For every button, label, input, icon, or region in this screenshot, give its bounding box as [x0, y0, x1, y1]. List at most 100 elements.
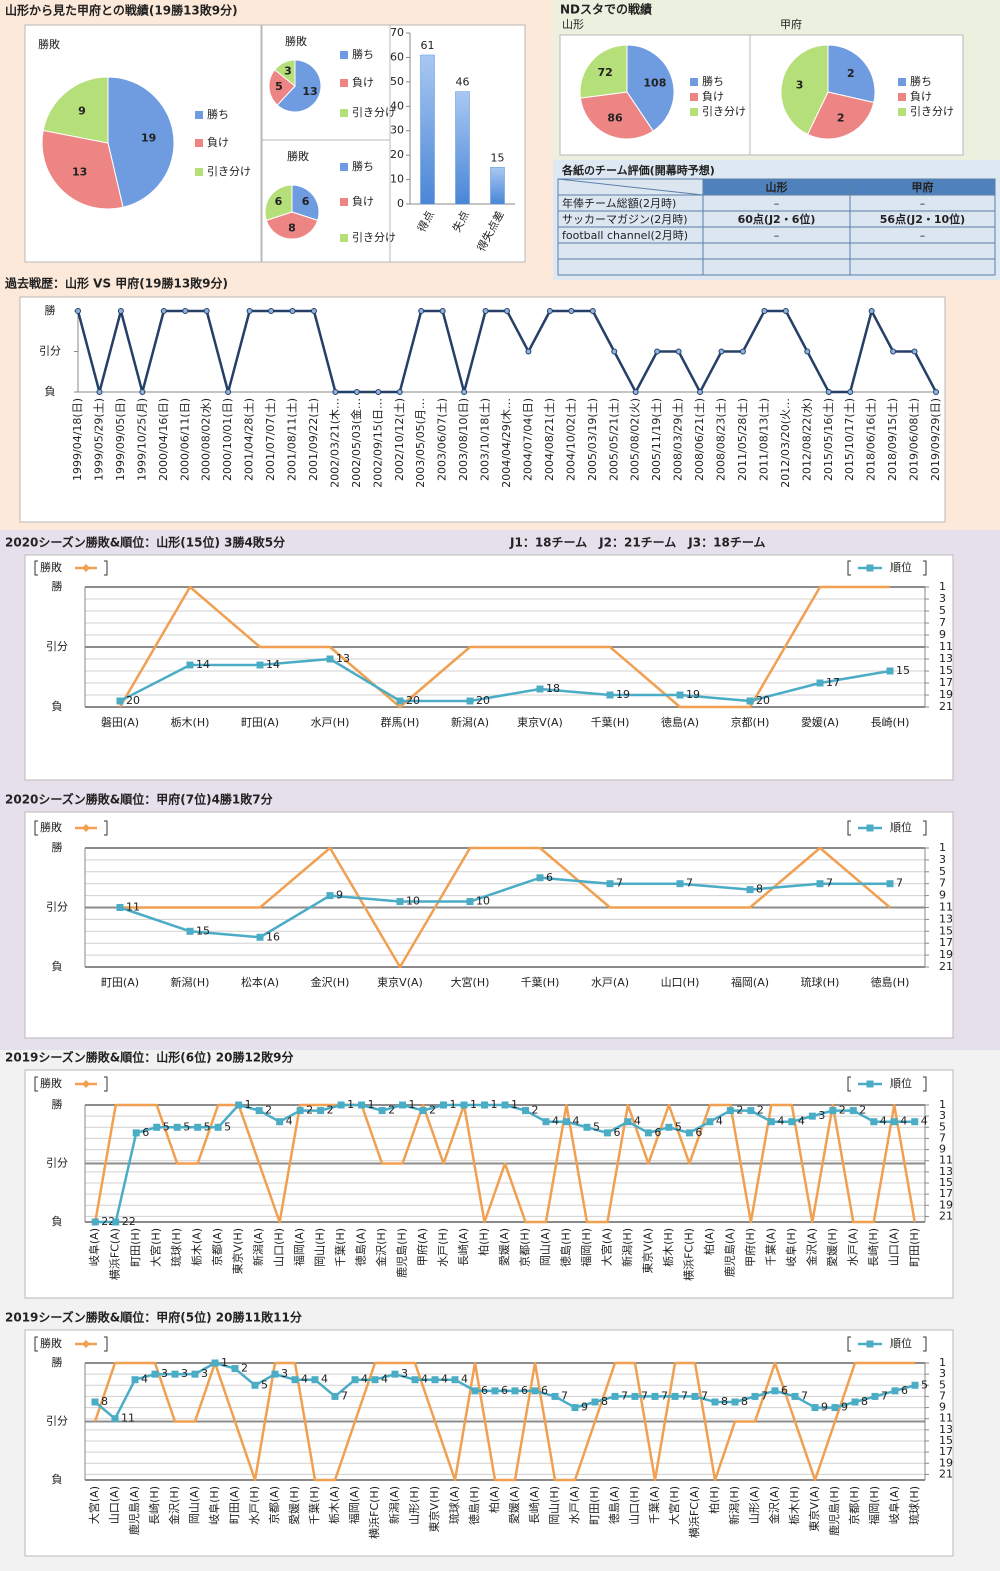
data-label: 72	[597, 66, 612, 79]
x-tick-label: 2019/06/08(土)	[908, 398, 921, 481]
point	[870, 1118, 878, 1126]
x-tick-label: 町田(A)	[241, 716, 279, 729]
x-tick-label: 2003/06/07(土)	[436, 398, 449, 481]
pie-slice	[42, 76, 109, 144]
point	[186, 927, 194, 935]
data-label: 4	[441, 1373, 448, 1386]
x-tick-label: 2000/04/16(日)	[157, 398, 170, 481]
x-tick-label: 2008/06/21(土)	[693, 398, 706, 481]
legend-bracket	[847, 1336, 851, 1352]
data-label: 2	[241, 1362, 248, 1375]
data-label: 4	[777, 1115, 784, 1128]
bar	[420, 54, 435, 205]
x-tick-label: 2012/08/22(水)	[800, 398, 813, 481]
x-tick-label: 栃木(A)	[327, 1486, 341, 1524]
point	[296, 1107, 304, 1115]
legend-label: 引き分け	[352, 230, 396, 244]
point	[256, 933, 264, 941]
chart-title: 2019シーズン勝敗&順位：甲府(5位) 20勝11敗11分	[5, 1310, 302, 1325]
data-label: 11	[126, 901, 140, 914]
legend-swatch	[866, 824, 874, 832]
point	[440, 1101, 448, 1109]
x-tick-label: 岡山(A)	[539, 1228, 552, 1266]
y2-tick-label: 1	[939, 1356, 946, 1369]
legend-swatch	[340, 51, 348, 59]
point	[739, 348, 746, 355]
bar	[455, 91, 470, 205]
x-tick-label: 金沢(H)	[167, 1486, 181, 1525]
point	[451, 1376, 459, 1384]
point	[310, 308, 317, 314]
x-tick-label: 東京V(A)	[377, 975, 423, 989]
point	[75, 308, 81, 314]
x-tick-label: 京都(H)	[517, 1228, 531, 1267]
x-tick-label: 京都(A)	[210, 1228, 224, 1266]
pie-slice	[827, 44, 876, 104]
bar	[490, 167, 505, 205]
data-label: 8	[601, 1395, 608, 1408]
point	[911, 348, 918, 355]
x-tick-label: 2004/08/21(土)	[543, 398, 556, 481]
data-label: 5	[163, 1120, 170, 1133]
point	[117, 308, 124, 314]
data-label: 4	[361, 1373, 368, 1386]
x-tick-label: 水戸(H)	[248, 1486, 261, 1525]
data-label: 6	[521, 1384, 528, 1397]
data-label: 3	[401, 1367, 408, 1380]
y2-tick-label: 9	[939, 628, 946, 641]
data-label: 22	[101, 1215, 115, 1228]
legend-bracket	[104, 1076, 108, 1092]
data-label: 7	[686, 877, 693, 890]
y-tick-label: 引分	[46, 639, 68, 653]
table-cell-text: –	[774, 197, 780, 210]
legend-label: 勝ち	[910, 74, 932, 88]
x-tick-label: 長崎(A)	[527, 1486, 541, 1524]
table-cell-text: –	[774, 229, 780, 242]
x-tick-label: 長崎(H)	[866, 1228, 880, 1267]
data-label: 20	[406, 694, 420, 707]
data-label: 8	[861, 1395, 868, 1408]
point	[589, 308, 596, 314]
data-label: 1	[368, 1098, 375, 1111]
data-label: 4	[572, 1115, 579, 1128]
y2-tick-label: 15	[939, 1434, 953, 1447]
data-label: 10	[406, 895, 420, 908]
y2-tick-label: 3	[939, 1367, 946, 1380]
y2-tick-label: 13	[939, 1423, 953, 1436]
data-label: 5	[261, 1378, 268, 1391]
point	[868, 308, 875, 314]
x-tick-label: 徳島(H)	[871, 975, 910, 989]
y-tick-label: 引分	[39, 344, 61, 358]
data-label: 5	[224, 1120, 231, 1133]
legend-bracket	[847, 1076, 851, 1092]
data-label: 86	[607, 112, 623, 125]
data-label: 8	[288, 222, 296, 235]
y2-tick-label: 1	[939, 841, 946, 854]
data-label: 18	[546, 682, 560, 695]
y2-tick-label: 1	[939, 1098, 946, 1111]
point	[654, 348, 661, 355]
point	[391, 1370, 399, 1378]
y2-tick-label: 13	[939, 912, 953, 925]
point	[466, 697, 474, 705]
x-tick-label: 2018/06/16(土)	[865, 398, 878, 481]
point	[751, 1392, 759, 1400]
x-tick-label: 甲府(A)	[415, 1228, 429, 1266]
data-label: 7	[826, 877, 833, 890]
x-tick-label: 2004/04/29(木…	[500, 398, 513, 488]
x-tick-label: 千葉(H)	[333, 1228, 347, 1267]
point	[139, 389, 146, 395]
x-tick-label: 長崎(A)	[456, 1228, 470, 1266]
pie-slice	[579, 91, 654, 140]
data-label: 108	[643, 77, 666, 90]
point	[911, 1381, 919, 1389]
point	[675, 348, 682, 355]
x-tick-label: 金沢(A)	[804, 1228, 818, 1266]
y2-tick-label: 9	[939, 889, 946, 902]
x-tick-label: 2003/08/10(日)	[457, 398, 470, 481]
point	[186, 661, 194, 669]
y2-tick-label: 19	[939, 1456, 953, 1469]
x-tick-label: 水戸(H)	[311, 716, 350, 729]
x-tick-label: 2003/10/18(土)	[479, 398, 492, 481]
